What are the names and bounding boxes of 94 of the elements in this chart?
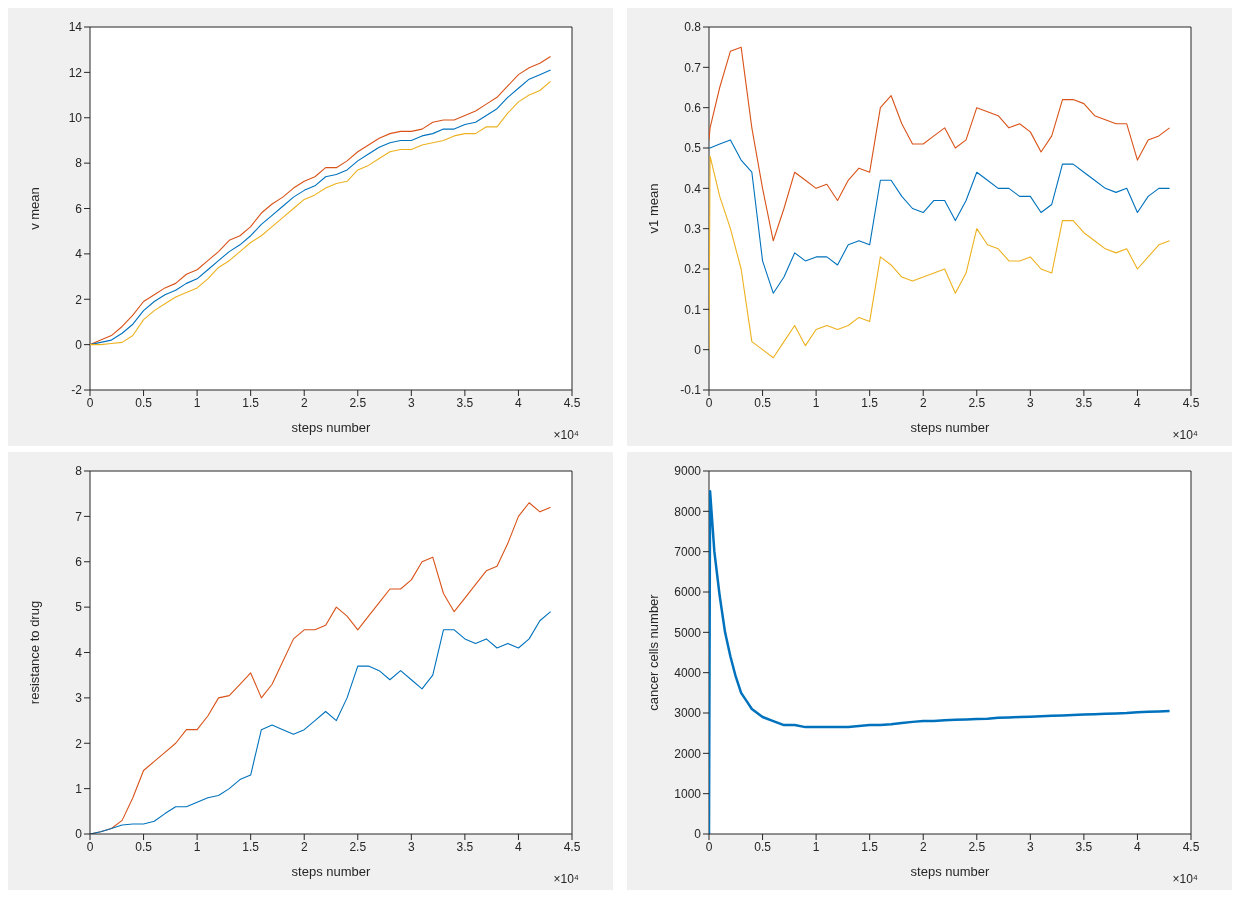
x-tick-label: 3.5 bbox=[1075, 395, 1093, 410]
line-series bbox=[709, 155, 1171, 359]
y-tick-label: 0.1 bbox=[684, 302, 702, 317]
x-tick-label: 2.5 bbox=[349, 839, 367, 854]
x-tick-label: 0 bbox=[705, 839, 713, 854]
text: ×10⁴ bbox=[553, 428, 579, 442]
y-tick-label: 1000 bbox=[674, 786, 702, 801]
y-tick-label: 5000 bbox=[674, 625, 702, 640]
x-tick-label: 2 bbox=[919, 839, 927, 854]
y-tick-label: 7000 bbox=[674, 544, 702, 559]
y-tick-label: 12 bbox=[68, 65, 83, 80]
y-tick-label: 8 bbox=[75, 464, 83, 479]
y-tick-label: 0.5 bbox=[684, 141, 702, 156]
y-tick-label: 2000 bbox=[674, 746, 702, 761]
x-tick-label: 0 bbox=[705, 395, 713, 410]
x-tick-label: 2.5 bbox=[349, 395, 367, 410]
x-tick-label: 1 bbox=[812, 839, 820, 854]
y-tick-label: 0.6 bbox=[684, 100, 702, 115]
line-series bbox=[709, 46, 1171, 242]
y-tick-label: 0 bbox=[694, 827, 702, 842]
y-tick-label: 0.3 bbox=[684, 221, 702, 236]
x-tick-label: 2.5 bbox=[968, 839, 986, 854]
y-tick-label: 0 bbox=[75, 337, 83, 352]
y-tick-label: 3 bbox=[75, 691, 83, 706]
x-tick-label: 1 bbox=[812, 395, 820, 410]
x-tick-label: 3.5 bbox=[1075, 839, 1093, 854]
y-tick-label: 6 bbox=[75, 201, 83, 216]
y-tick-label: 0.2 bbox=[684, 262, 702, 277]
x-axis-title: steps number bbox=[291, 420, 372, 435]
text: ×10⁴ bbox=[553, 872, 579, 886]
y-tick-label: 0 bbox=[694, 342, 702, 357]
y-tick-label: 14 bbox=[68, 20, 83, 35]
y-tick-label: 0 bbox=[75, 827, 83, 842]
x-tick-label: 0.5 bbox=[135, 395, 153, 410]
line-series bbox=[709, 139, 1171, 294]
y-tick-label: 7 bbox=[75, 509, 83, 524]
y-tick-label: 5 bbox=[75, 600, 83, 615]
x-tick-label: 3 bbox=[1026, 395, 1034, 410]
x-tick-label: 4.5 bbox=[1182, 839, 1200, 854]
x-tick-label: 3 bbox=[1026, 839, 1034, 854]
y-tick-label: 8 bbox=[75, 156, 83, 171]
x-tick-label: 1.5 bbox=[861, 839, 879, 854]
x-axis-title: steps number bbox=[910, 864, 991, 879]
y-tick-label: 2 bbox=[75, 736, 83, 751]
x-tick-label: 4 bbox=[1134, 839, 1142, 854]
x-axis-title: steps number bbox=[910, 420, 991, 435]
x-tick-label: 1.5 bbox=[861, 395, 879, 410]
x-tick-label: 0.5 bbox=[754, 395, 772, 410]
x-tick-label: 2.5 bbox=[968, 395, 986, 410]
y-axis-title: cancer cells number bbox=[645, 593, 661, 711]
y-tick-label: 2 bbox=[75, 292, 83, 307]
y-axis-title: v mean bbox=[26, 187, 42, 230]
x-tick-label: 4 bbox=[515, 395, 523, 410]
x-tick-label: 4 bbox=[1134, 395, 1142, 410]
x-tick-label: 0.5 bbox=[135, 839, 153, 854]
y-tick-label: -2 bbox=[71, 383, 83, 398]
x-tick-label: 3.5 bbox=[456, 395, 474, 410]
x-tick-label: 4.5 bbox=[1182, 395, 1200, 410]
x-tick-label: 2 bbox=[300, 839, 308, 854]
y-tick-label: -0.1 bbox=[680, 383, 702, 398]
x-tick-label: 0 bbox=[86, 395, 94, 410]
x-tick-label: 4.5 bbox=[563, 839, 581, 854]
x-tick-label: 3 bbox=[407, 839, 415, 854]
y-tick-label: 3000 bbox=[674, 706, 702, 721]
x-tick-label: 2 bbox=[919, 395, 927, 410]
text: ×10⁴ bbox=[1172, 428, 1198, 442]
x-tick-label: 1 bbox=[193, 395, 201, 410]
text: ×10⁴ bbox=[1172, 872, 1198, 886]
y-tick-label: 4000 bbox=[674, 665, 702, 680]
x-tick-label: 0.5 bbox=[754, 839, 772, 854]
y-axis-title: resistance to drug bbox=[26, 600, 42, 705]
y-tick-label: 6000 bbox=[674, 585, 702, 600]
y-tick-label: 4 bbox=[75, 247, 83, 262]
x-tick-label: 1 bbox=[193, 839, 201, 854]
x-tick-label: 1.5 bbox=[242, 839, 260, 854]
x-tick-label: 0 bbox=[86, 839, 94, 854]
y-tick-label: 8000 bbox=[674, 504, 702, 519]
y-tick-label: 0.4 bbox=[684, 181, 702, 196]
y-tick-label: 6 bbox=[75, 555, 83, 570]
y-tick-label: 4 bbox=[75, 645, 83, 660]
y-tick-label: 9000 bbox=[674, 464, 702, 479]
x-tick-label: 3 bbox=[407, 395, 415, 410]
x-tick-label: 3.5 bbox=[456, 839, 474, 854]
y-tick-label: 0.8 bbox=[684, 20, 702, 35]
x-axis-title: steps number bbox=[291, 864, 372, 879]
y-axis-title: v1 mean bbox=[645, 183, 661, 234]
y-tick-label: 1 bbox=[75, 781, 83, 796]
y-tick-label: 0.7 bbox=[684, 60, 702, 75]
line-series bbox=[709, 489, 1171, 834]
x-tick-label: 4 bbox=[515, 839, 523, 854]
x-tick-label: 2 bbox=[300, 395, 308, 410]
x-tick-label: 1.5 bbox=[242, 395, 260, 410]
x-tick-label: 4.5 bbox=[563, 395, 581, 410]
y-tick-label: 10 bbox=[68, 111, 83, 126]
